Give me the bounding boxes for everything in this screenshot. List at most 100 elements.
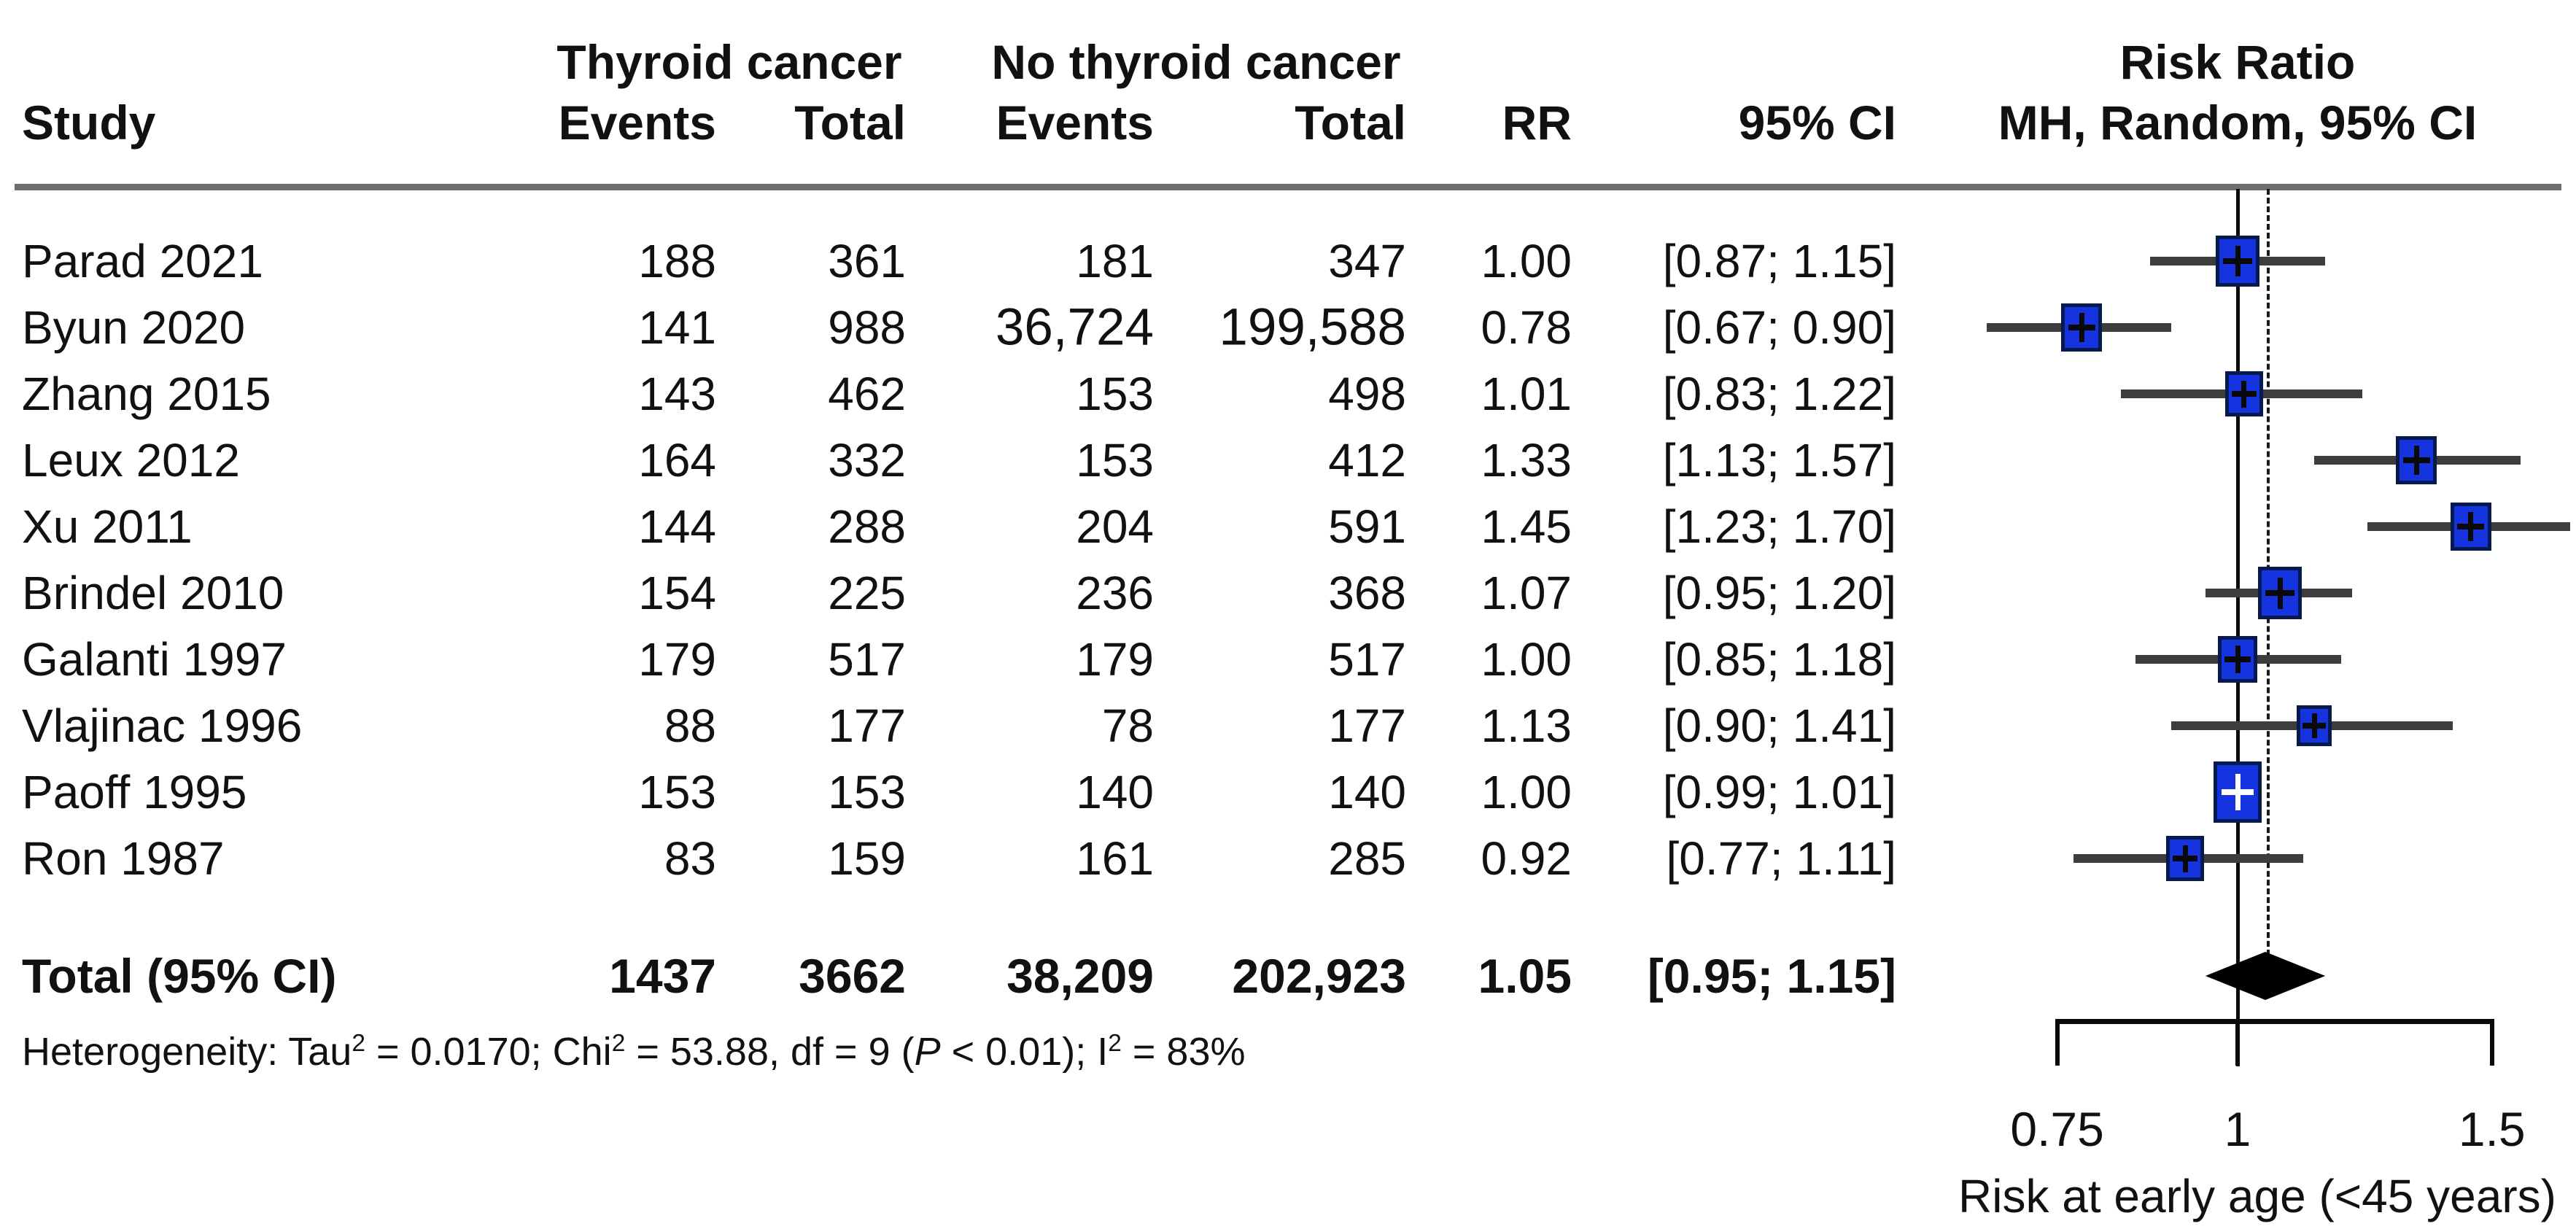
cell-events-no-thyroid: 78 xyxy=(1101,699,1154,752)
study-label: Ron 1987 xyxy=(22,832,225,885)
het-seg3: < 0.01); I xyxy=(940,1030,1109,1074)
cell-events-no-thyroid: 153 xyxy=(1076,434,1154,486)
total-rr: 1.05 xyxy=(1478,949,1572,1003)
cell-events-no-thyroid: 181 xyxy=(1076,235,1154,287)
cell-total-no-thyroid: 368 xyxy=(1328,567,1406,619)
x-axis-tick-label: 1.5 xyxy=(2458,1102,2526,1156)
column-header-events-1: Events xyxy=(558,96,716,150)
column-header-95ci: 95% CI xyxy=(1738,96,1896,150)
plus-mark-horizontal xyxy=(2303,723,2327,729)
het-sup3: 2 xyxy=(1108,1030,1122,1057)
cell-events-thyroid: 141 xyxy=(638,301,716,354)
cell-rr: 1.01 xyxy=(1481,368,1572,420)
cell-rr: 1.00 xyxy=(1481,235,1572,287)
cell-total-thyroid: 462 xyxy=(828,368,906,420)
cell-rr: 1.33 xyxy=(1481,434,1572,486)
cell-95ci: [0.85; 1.18] xyxy=(1662,633,1896,686)
header-rule xyxy=(15,184,2561,190)
cell-events-thyroid: 88 xyxy=(664,699,716,752)
total-95ci: [0.95; 1.15] xyxy=(1647,949,1896,1003)
cell-total-thyroid: 517 xyxy=(828,633,906,686)
plus-mark-horizontal xyxy=(2231,391,2257,397)
heterogeneity-note: Heterogeneity: Tau2 = 0.0170; Chi2 = 53.… xyxy=(22,1029,1246,1074)
het-seg1: = 0.0170; Chi xyxy=(365,1030,612,1074)
study-label: Paoff 1995 xyxy=(22,766,247,818)
study-label: Brindel 2010 xyxy=(22,567,284,619)
cell-events-thyroid: 144 xyxy=(638,500,716,553)
cell-95ci: [0.77; 1.11] xyxy=(1666,832,1897,885)
cell-events-no-thyroid: 179 xyxy=(1076,633,1154,686)
total-events-no-thyroid: 38,209 xyxy=(1006,949,1154,1003)
cell-events-thyroid: 153 xyxy=(638,766,716,818)
cell-total-thyroid: 288 xyxy=(828,500,906,553)
cell-events-thyroid: 154 xyxy=(638,567,716,619)
cell-rr: 1.45 xyxy=(1481,500,1572,553)
plus-mark-horizontal xyxy=(2224,656,2251,662)
study-label: Parad 2021 xyxy=(22,235,263,287)
x-axis-line xyxy=(2055,1019,2494,1024)
het-seg4: = 83% xyxy=(1121,1030,1246,1074)
cell-total-no-thyroid: 199,588 xyxy=(1219,298,1406,357)
het-prefix: Heterogeneity: Tau xyxy=(22,1030,352,1074)
group-header-thyroid-cancer: Thyroid cancer xyxy=(556,35,902,89)
column-header-total-2: Total xyxy=(1295,96,1406,150)
cell-total-thyroid: 225 xyxy=(828,567,906,619)
cell-95ci: [1.23; 1.70] xyxy=(1662,500,1896,553)
het-seg2: = 53.88, df = 9 ( xyxy=(625,1030,915,1074)
cell-events-no-thyroid: 236 xyxy=(1076,567,1154,619)
study-label: Zhang 2015 xyxy=(22,368,271,420)
cell-events-thyroid: 188 xyxy=(638,235,716,287)
x-axis-label: Risk at early age (<45 years) xyxy=(1958,1170,2556,1222)
cell-rr: 0.92 xyxy=(1481,832,1572,885)
cell-rr: 1.13 xyxy=(1481,699,1572,752)
plus-mark-horizontal xyxy=(2173,856,2198,861)
plus-mark-horizontal xyxy=(2402,457,2430,463)
cell-rr: 1.07 xyxy=(1481,567,1572,619)
cell-events-thyroid: 179 xyxy=(638,633,716,686)
study-label: Vlajinac 1996 xyxy=(22,699,303,752)
cell-95ci: [0.67; 0.90] xyxy=(1662,301,1896,354)
x-axis-tick xyxy=(2235,1019,2240,1066)
x-axis-tick xyxy=(2055,1019,2060,1066)
x-axis-tick-label: 1 xyxy=(2224,1102,2251,1156)
total-total-thyroid: 3662 xyxy=(799,949,906,1003)
column-header-study: Study xyxy=(22,96,156,150)
column-header-total-1: Total xyxy=(794,96,906,150)
plus-mark-horizontal xyxy=(2223,258,2252,264)
cell-rr: 1.00 xyxy=(1481,766,1572,818)
cell-rr: 1.00 xyxy=(1481,633,1572,686)
cell-total-thyroid: 177 xyxy=(828,699,906,752)
plot-title-line2: MH, Random, 95% CI xyxy=(1998,96,2478,150)
plus-mark-horizontal xyxy=(2068,325,2095,330)
cell-total-thyroid: 988 xyxy=(828,301,906,354)
cell-total-thyroid: 159 xyxy=(828,832,906,885)
study-label: Byun 2020 xyxy=(22,301,246,354)
het-p-italic: P xyxy=(914,1030,941,1074)
total-total-no-thyroid: 202,923 xyxy=(1232,949,1406,1003)
cell-events-no-thyroid: 140 xyxy=(1076,766,1154,818)
cell-95ci: [0.95; 1.20] xyxy=(1662,567,1896,619)
cell-95ci: [0.87; 1.15] xyxy=(1662,235,1896,287)
cell-total-no-thyroid: 412 xyxy=(1328,434,1406,486)
cell-events-no-thyroid: 36,724 xyxy=(995,298,1154,357)
cell-events-no-thyroid: 153 xyxy=(1076,368,1154,420)
plus-mark-horizontal xyxy=(2222,789,2254,795)
cell-95ci: [0.99; 1.01] xyxy=(1662,766,1896,818)
cell-rr: 0.78 xyxy=(1481,301,1572,354)
cell-total-no-thyroid: 140 xyxy=(1328,766,1406,818)
cell-total-no-thyroid: 347 xyxy=(1328,235,1406,287)
cell-total-no-thyroid: 177 xyxy=(1328,699,1406,752)
cell-total-no-thyroid: 517 xyxy=(1328,633,1406,686)
cell-events-thyroid: 83 xyxy=(664,832,716,885)
het-sup1: 2 xyxy=(352,1030,365,1057)
cell-95ci: [0.83; 1.22] xyxy=(1662,368,1896,420)
cell-total-no-thyroid: 285 xyxy=(1328,832,1406,885)
cell-events-thyroid: 143 xyxy=(638,368,716,420)
x-axis-tick-label: 0.75 xyxy=(2010,1102,2104,1156)
cell-total-thyroid: 332 xyxy=(828,434,906,486)
plus-mark-horizontal xyxy=(2265,590,2295,596)
x-axis-tick xyxy=(2489,1019,2494,1066)
study-label: Leux 2012 xyxy=(22,434,240,486)
cell-events-no-thyroid: 204 xyxy=(1076,500,1154,553)
